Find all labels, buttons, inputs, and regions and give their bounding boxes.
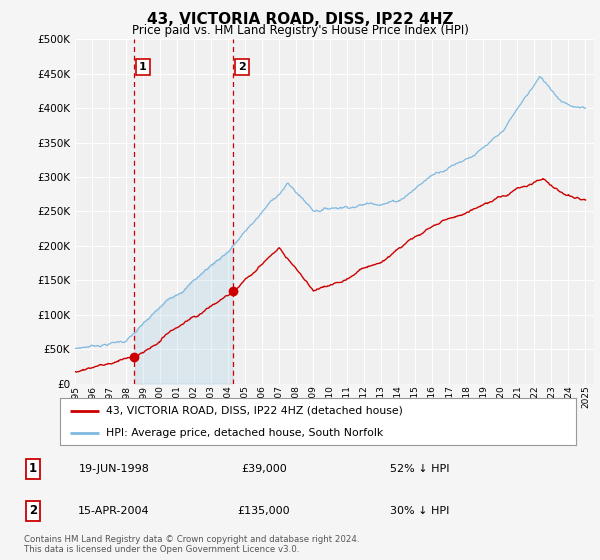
Text: 30% ↓ HPI: 30% ↓ HPI xyxy=(391,506,449,516)
Text: 43, VICTORIA ROAD, DISS, IP22 4HZ: 43, VICTORIA ROAD, DISS, IP22 4HZ xyxy=(147,12,453,27)
Text: Price paid vs. HM Land Registry's House Price Index (HPI): Price paid vs. HM Land Registry's House … xyxy=(131,24,469,37)
Text: 1: 1 xyxy=(29,463,37,475)
Text: 52% ↓ HPI: 52% ↓ HPI xyxy=(390,464,450,474)
Text: £39,000: £39,000 xyxy=(241,464,287,474)
Text: £135,000: £135,000 xyxy=(238,506,290,516)
Text: 1: 1 xyxy=(139,62,147,72)
Text: HPI: Average price, detached house, South Norfolk: HPI: Average price, detached house, Sout… xyxy=(106,428,383,438)
Text: 19-JUN-1998: 19-JUN-1998 xyxy=(79,464,149,474)
Text: 43, VICTORIA ROAD, DISS, IP22 4HZ (detached house): 43, VICTORIA ROAD, DISS, IP22 4HZ (detac… xyxy=(106,406,403,416)
Text: 2: 2 xyxy=(238,62,246,72)
Text: 2: 2 xyxy=(29,505,37,517)
Text: Contains HM Land Registry data © Crown copyright and database right 2024.
This d: Contains HM Land Registry data © Crown c… xyxy=(24,535,359,554)
Text: 15-APR-2004: 15-APR-2004 xyxy=(78,506,150,516)
